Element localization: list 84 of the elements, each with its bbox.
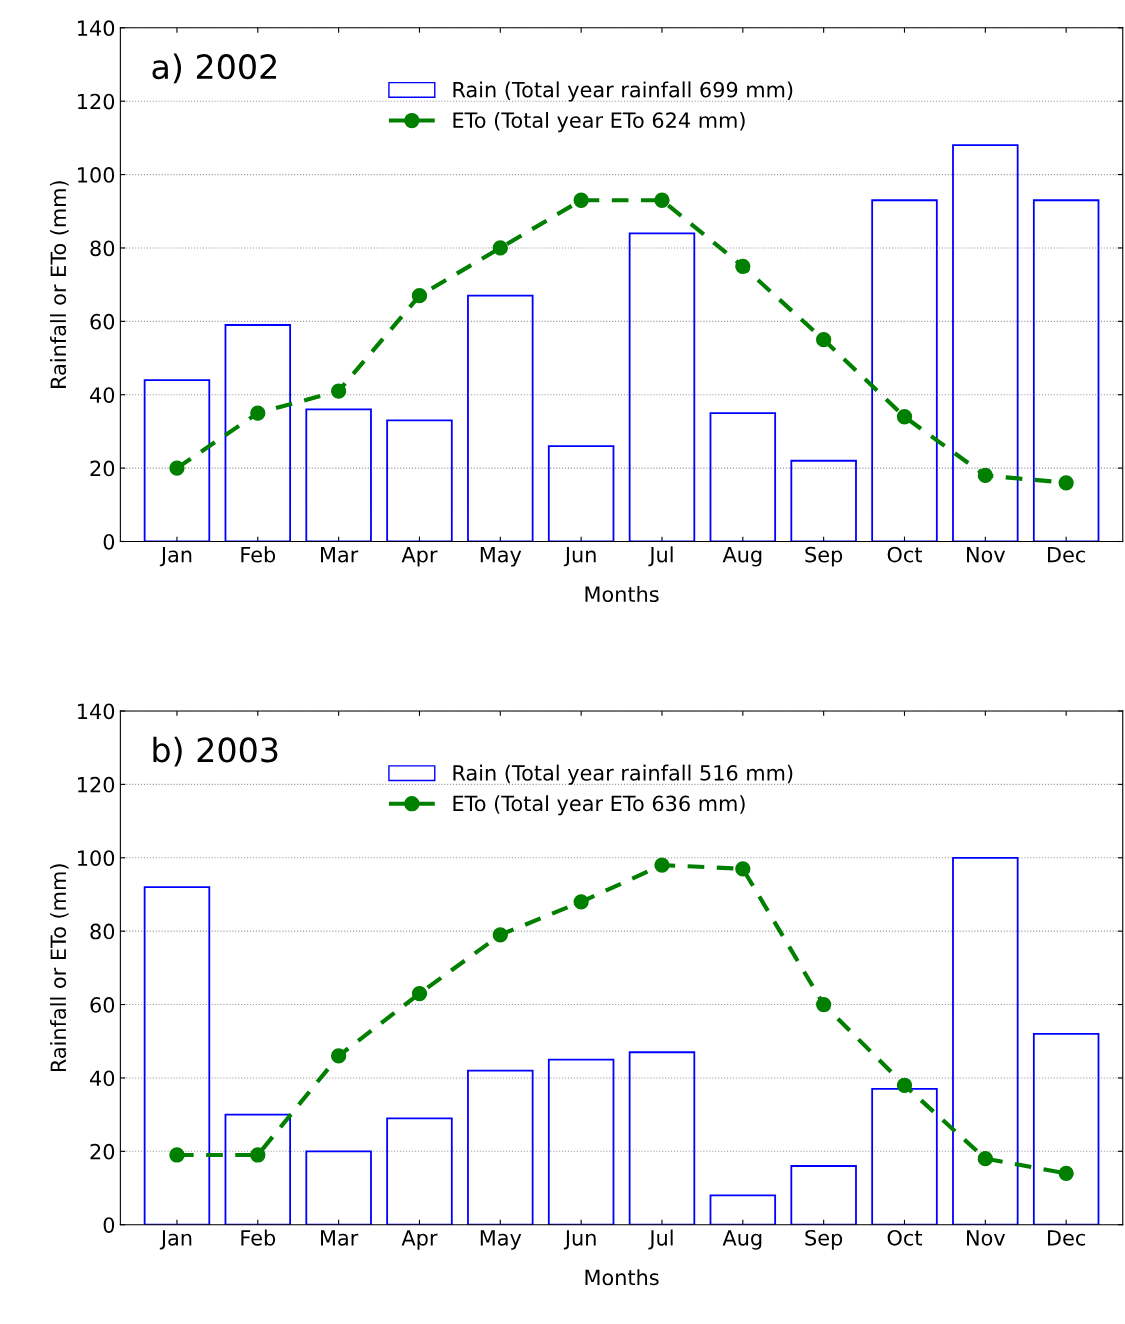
x-tick-label: Aug (722, 547, 762, 567)
y-tick-label: 0 (103, 533, 115, 550)
point (573, 894, 589, 910)
y-tick-label: 60 (90, 997, 115, 1013)
x-tick-label: May (480, 547, 522, 567)
y-tick-label: 20 (90, 460, 115, 477)
bar (143, 886, 211, 1225)
legend-label: ETo (Total year ETo 636 mm) (453, 795, 745, 816)
x-tick-label: Dec (1048, 547, 1086, 563)
x-tick-label: Jan (159, 547, 192, 567)
point (492, 927, 508, 943)
x-tick-label: Oct (887, 1229, 922, 1246)
point (250, 1147, 266, 1163)
x-tick-label: Aug (722, 1230, 762, 1250)
x-tick-label: Feb (241, 1229, 276, 1246)
y-tick-label: 80 (90, 923, 115, 940)
point (492, 240, 508, 256)
point (977, 467, 993, 484)
x-tick-label: Apr (401, 1230, 438, 1250)
y-tick-label: 120 (78, 776, 115, 793)
point (169, 1147, 185, 1163)
point (896, 1077, 913, 1093)
point (411, 288, 428, 304)
x-tick-label: Sep (805, 546, 843, 567)
point (330, 383, 347, 399)
point (411, 985, 428, 1002)
point (896, 409, 913, 425)
point (250, 405, 266, 421)
x-tick-label: May (480, 1230, 522, 1250)
point (1058, 1165, 1074, 1181)
x-tick-label: Nov (967, 1230, 1006, 1246)
point (735, 861, 751, 877)
bar (952, 144, 1019, 542)
x-tick-label: Jun (563, 1230, 596, 1250)
point (977, 1151, 993, 1167)
x-tick-label: Oct (887, 546, 922, 563)
x-tick-label: Jul (648, 546, 673, 567)
text: a) 2002 (152, 53, 276, 84)
bar (628, 232, 696, 542)
legend-label: Rain (Total year rainfall 516 mm) (453, 764, 793, 785)
x-tick-label: Feb (241, 546, 276, 563)
bar (467, 294, 534, 542)
point (169, 460, 185, 476)
x-tick-label: Dec (1048, 1230, 1086, 1246)
y-tick-label: 100 (78, 167, 115, 183)
text: b) 2003 (153, 736, 278, 767)
x-tick-label: Sep (805, 1229, 843, 1250)
y-tick-label: 80 (90, 240, 115, 257)
x-tick-label: Mar (321, 547, 359, 563)
y-tick-label: 20 (90, 1143, 115, 1160)
point (735, 258, 751, 274)
point (654, 857, 670, 873)
bar (952, 856, 1019, 1225)
y-axis-title: Rainfall or ETo (mm) (50, 864, 69, 1072)
point (573, 192, 589, 208)
point (816, 996, 832, 1013)
x-tick-label: Jul (648, 1229, 673, 1250)
y-axis-title: Rainfall or ETo (mm) (50, 181, 69, 388)
x-tick-label: Jun (563, 547, 596, 567)
x-axis-title: Months (585, 585, 659, 603)
x-axis-title: Months (585, 1269, 659, 1286)
legend-label: ETo (Total year ETo 624 mm) (453, 111, 745, 133)
legend-label: Rain (Total year rainfall 699 mm) (453, 81, 793, 102)
point (330, 1048, 347, 1064)
y-tick-label: 40 (90, 1070, 115, 1087)
bar (1032, 1032, 1100, 1225)
y-tick-label: 120 (78, 93, 115, 110)
y-tick-label: 140 (78, 703, 115, 720)
y-tick-label: 140 (78, 20, 115, 37)
bar (224, 324, 292, 542)
bar (871, 199, 938, 542)
x-tick-label: Apr (401, 547, 438, 567)
x-tick-label: Jan (159, 1230, 192, 1250)
y-tick-label: 0 (103, 1217, 115, 1233)
point (816, 332, 832, 348)
point (1058, 475, 1074, 491)
bar (1032, 199, 1100, 542)
y-tick-label: 40 (90, 387, 115, 403)
x-tick-label: Nov (967, 547, 1006, 563)
y-tick-label: 100 (78, 850, 115, 866)
bar (143, 379, 211, 542)
y-tick-label: 60 (90, 313, 115, 330)
x-tick-label: Mar (321, 1230, 359, 1246)
point (654, 192, 670, 208)
